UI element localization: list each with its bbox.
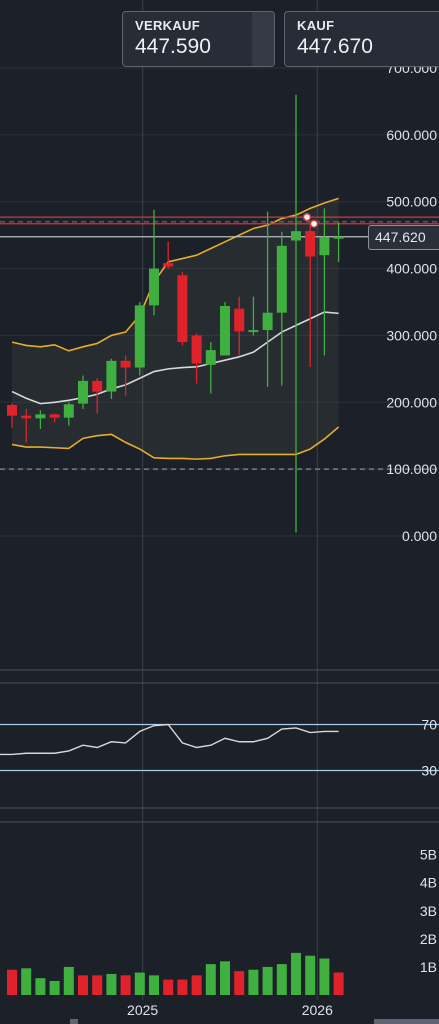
price-axis-label: 600.000	[386, 127, 437, 143]
candle-body	[220, 306, 230, 356]
bollinger-middle-line	[11, 311, 339, 405]
rsi-panel	[0, 723, 439, 772]
price-panel	[0, 94, 439, 533]
current-price-tag: 447.620	[368, 225, 439, 250]
price-axis-label: 400.000	[386, 261, 437, 277]
volume-bar	[291, 952, 301, 995]
candle-body	[163, 263, 174, 267]
sell-price: 447.590	[135, 35, 211, 58]
candle-body	[291, 231, 301, 241]
candle-body	[177, 275, 188, 343]
volume-bar	[21, 968, 32, 995]
volume-bar	[234, 971, 245, 995]
price-axis-label: 300.000	[386, 327, 437, 343]
sell-label: VERKAUF	[135, 18, 200, 33]
volume-bar	[333, 972, 344, 995]
volume-bar	[92, 975, 103, 995]
volume-bar	[63, 966, 74, 995]
volume-axis-label: 1B	[420, 959, 437, 975]
volume-bar	[163, 979, 174, 995]
time-axis-label: 2025	[127, 1002, 158, 1018]
rsi-axis-label: 30	[421, 763, 437, 779]
candle-body	[120, 360, 131, 368]
buy-price: 447.670	[297, 35, 373, 58]
volume-bar	[319, 958, 330, 995]
buy-label: KAUF	[297, 18, 335, 33]
volume-bar	[7, 969, 17, 995]
candle-body	[21, 415, 32, 419]
candle-body	[234, 308, 245, 332]
order-marker	[302, 212, 312, 222]
candle-body	[35, 414, 46, 419]
price-axis-label: 0.000	[402, 528, 437, 544]
candle-body	[248, 330, 259, 333]
candle-body	[63, 404, 74, 418]
volume-bar	[49, 980, 60, 995]
volume-bar	[78, 975, 88, 995]
bollinger-lower-line	[11, 426, 340, 460]
sell-quote-button[interactable]: VERKAUF 447.590	[122, 11, 275, 67]
price-axis-label: 500.000	[386, 194, 437, 210]
time-scroll-handle	[70, 1019, 78, 1024]
candle-body	[333, 236, 344, 239]
volume-bar	[205, 964, 216, 995]
candle-body	[262, 312, 273, 331]
candle-body	[49, 414, 60, 418]
volume-bar	[120, 975, 131, 995]
candle-body	[305, 231, 316, 257]
candle-body	[205, 350, 216, 365]
rsi-line	[0, 723, 339, 756]
order-marker	[309, 219, 319, 229]
volume-axis-label: 3B	[420, 903, 437, 919]
buy-quote-button[interactable]: KAUF 447.670	[284, 11, 439, 67]
volume-bar	[35, 978, 46, 995]
candle-body	[276, 245, 287, 313]
axis-labels: 70 0.000 600.000 500.000 400.000 300.000 200.0…	[70, 60, 439, 1024]
volume-bar	[305, 955, 316, 995]
candle-body	[191, 335, 202, 364]
bollinger-band-fill	[12, 198, 339, 460]
bollinger-upper-line	[11, 197, 339, 352]
volume-bar	[134, 972, 145, 995]
volume-bar	[276, 964, 287, 995]
grid-lines	[0, 0, 439, 1000]
candle-body	[78, 380, 88, 404]
volume-bar	[149, 975, 159, 995]
volume-bar	[177, 979, 188, 995]
candle-body	[7, 404, 17, 416]
volume-panel	[7, 952, 344, 995]
volume-bar	[262, 966, 273, 995]
volume-axis-label: 2B	[420, 931, 437, 947]
price-axis-label: 100.000	[386, 461, 437, 477]
candle-body	[134, 305, 145, 368]
volume-bar	[106, 973, 117, 995]
price-axis-label: 200.000	[386, 394, 437, 410]
volume-bar	[191, 975, 202, 995]
candle-body	[92, 380, 103, 392]
volume-bar	[220, 961, 230, 995]
candle-body	[319, 237, 330, 256]
candle-body	[106, 360, 117, 392]
volume-axis-label: 4B	[420, 875, 437, 891]
candle-body	[149, 268, 159, 306]
volume-bar	[248, 969, 259, 995]
volume-axis-label: 5B	[420, 847, 437, 863]
time-scroll-handle	[374, 1019, 439, 1024]
rsi-axis-label: 70	[421, 717, 437, 733]
sell-quote-strip	[252, 12, 274, 66]
time-axis-label: 2026	[302, 1002, 333, 1018]
